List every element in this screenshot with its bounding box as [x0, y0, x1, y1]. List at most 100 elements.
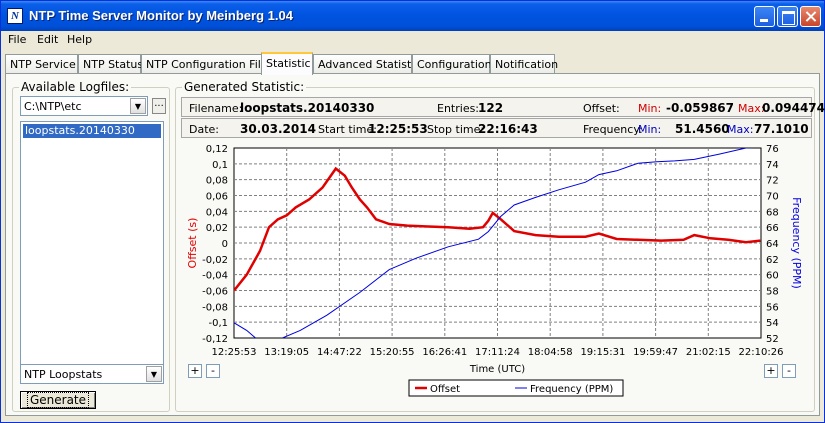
title-bar[interactable]: N NTP Time Server Monitor by Meinberg 1.…: [1, 1, 824, 31]
y-right-tick-label: 54: [766, 318, 779, 329]
list-item[interactable]: loopstats.20140330: [23, 124, 161, 138]
tab-configuration[interactable]: Configuration: [412, 54, 492, 74]
offset-min-value: -0.059867: [666, 101, 734, 115]
offset-max-value: 0.094474: [762, 101, 825, 115]
stop-time-value: 22:16:43: [478, 122, 538, 136]
x-tick-label: 21:02:15: [686, 347, 731, 358]
chevron-down-icon[interactable]: ▼: [130, 98, 146, 114]
logtype-select[interactable]: NTP Loopstats ▼: [20, 364, 164, 384]
window-title: NTP Time Server Monitor by Meinberg 1.04: [29, 8, 293, 23]
zoom-out-right-button[interactable]: -: [782, 364, 796, 378]
menu-edit[interactable]: Edit: [37, 33, 59, 46]
tab-ntp-config-file[interactable]: NTP Configuration File: [141, 54, 268, 74]
y-left-tick-label: -0,1: [208, 318, 228, 329]
y-right-tick-label: 68: [766, 207, 779, 218]
date-value: 30.03.2014: [240, 122, 316, 136]
generate-button[interactable]: Generate: [20, 391, 96, 409]
logfiles-group: Available Logfiles: C:\NTP\etc ▼ ... loo…: [12, 80, 170, 412]
x-tick-label: 19:15:31: [580, 347, 625, 358]
y-left-tick-label: -0,06: [202, 287, 228, 298]
chevron-down-icon[interactable]: ▼: [146, 366, 162, 382]
logfile-list[interactable]: loopstats.20140330: [20, 121, 164, 369]
start-time-label: Start time:: [318, 123, 377, 136]
y-left-tick-label: 0: [222, 239, 228, 250]
y-left-tick-label: 0,1: [212, 160, 228, 171]
y-right-tick-label: 62: [766, 255, 779, 266]
offset-series-line: [234, 166, 761, 292]
x-tick-label: 18:04:58: [528, 347, 573, 358]
x-tick-label: 12:25:53: [212, 347, 257, 358]
y-left-tick-label: 0,02: [206, 223, 228, 234]
x-tick-label: 15:20:55: [370, 347, 415, 358]
y-right-tick-label: 52: [766, 334, 779, 345]
stop-time-label: Stop time:: [427, 123, 485, 136]
generated-statistic-group: Generated Statistic:: [175, 80, 815, 412]
filename-value: loopstats.20140330: [240, 101, 375, 115]
menu-file[interactable]: File: [8, 33, 27, 46]
x-tick-label: 22:10:26: [739, 347, 784, 358]
y-left-tick-label: -0,02: [202, 255, 228, 266]
entries-value: 122: [478, 101, 504, 115]
y-right-axis-label: Frequency (PPM): [790, 197, 803, 289]
y-right-tick-label: 58: [766, 287, 779, 298]
frequency-series-line: [234, 148, 755, 338]
freq-min-label: Min:: [638, 123, 662, 136]
browse-button[interactable]: ...: [152, 98, 166, 114]
y-right-tick-label: 56: [766, 302, 779, 313]
y-right-tick-label: 74: [766, 160, 779, 171]
filename-label: Filename:: [189, 102, 243, 115]
date-label: Date:: [189, 123, 219, 136]
logtype-value: NTP Loopstats: [24, 368, 103, 381]
menu-help[interactable]: Help: [67, 33, 93, 46]
y-left-tick-label: -0,04: [202, 271, 228, 282]
zoom-in-right-button[interactable]: +: [764, 364, 778, 378]
x-tick-label: 19:59:47: [633, 347, 678, 358]
tab-ntp-status[interactable]: NTP Status: [78, 54, 143, 74]
chart-svg: 0,12 0,1 0,08 0,06 0,04 0,02 0 -0,02 -0,04 -0,06 -…: [186, 144, 803, 397]
y-left-tick-label: 0,12: [206, 144, 228, 155]
x-tick-label: 14:47:22: [317, 347, 362, 358]
generated-title: Generated Statistic:: [182, 80, 307, 94]
offset-max-label: Max:: [738, 102, 765, 115]
info-row-2: Date: 30.03.2014 Start time: 12:25:53 St…: [181, 118, 812, 138]
y-right-tick-label: 64: [766, 239, 779, 250]
y-left-tick-label: -0,08: [202, 302, 228, 313]
legend-offset-label: Offset: [430, 384, 460, 395]
menu-bar: File Edit Help: [1, 31, 824, 49]
path-value: C:\NTP\etc: [24, 100, 82, 113]
tab-ntp-service[interactable]: NTP Service: [5, 54, 78, 74]
y-left-tick-label: -0,12: [202, 334, 228, 345]
y-left-tick-label: 0,06: [206, 192, 228, 203]
y-right-tick-label: 76: [766, 144, 779, 155]
y-right-tick-label: 70: [766, 192, 779, 203]
logfiles-title: Available Logfiles:: [19, 80, 132, 94]
close-button[interactable]: [800, 6, 821, 27]
entries-label: Entries:: [437, 102, 480, 115]
tab-statistic[interactable]: Statistic: [261, 52, 313, 75]
start-time-value: 12:25:53: [368, 122, 428, 136]
freq-min-value: 51.4560: [675, 122, 730, 136]
x-tick-label: 13:19:05: [264, 347, 309, 358]
app-icon: N: [7, 8, 23, 24]
statistic-chart: 0,12 0,1 0,08 0,06 0,04 0,02 0 -0,02 -0,04 -0,06 -…: [169, 136, 809, 406]
frequency-label: Frequency:: [583, 123, 643, 136]
tab-advanced-statistic[interactable]: Advanced Statistic: [313, 54, 420, 74]
offset-label: Offset:: [583, 102, 620, 115]
x-tick-label: 16:26:41: [422, 347, 467, 358]
freq-max-value: 77.1010: [754, 122, 809, 136]
x-axis-label: Time (UTC): [469, 364, 525, 375]
offset-min-label: Min:: [638, 102, 662, 115]
freq-max-label: Max:: [727, 123, 754, 136]
maximize-button[interactable]: [777, 6, 798, 27]
legend-frequency-label: Frequency (PPM): [530, 384, 613, 395]
zoom-in-left-button[interactable]: +: [188, 364, 202, 378]
tab-notification[interactable]: Notification: [490, 54, 558, 74]
path-combo[interactable]: C:\NTP\etc ▼: [20, 96, 148, 116]
x-tick-label: 17:11:24: [475, 347, 520, 358]
y-right-tick-label: 66: [766, 223, 779, 234]
zoom-out-left-button[interactable]: -: [206, 364, 220, 378]
minimize-button[interactable]: [754, 6, 775, 27]
y-left-tick-label: 0,04: [206, 207, 228, 218]
y-right-tick-label: 72: [766, 176, 779, 187]
